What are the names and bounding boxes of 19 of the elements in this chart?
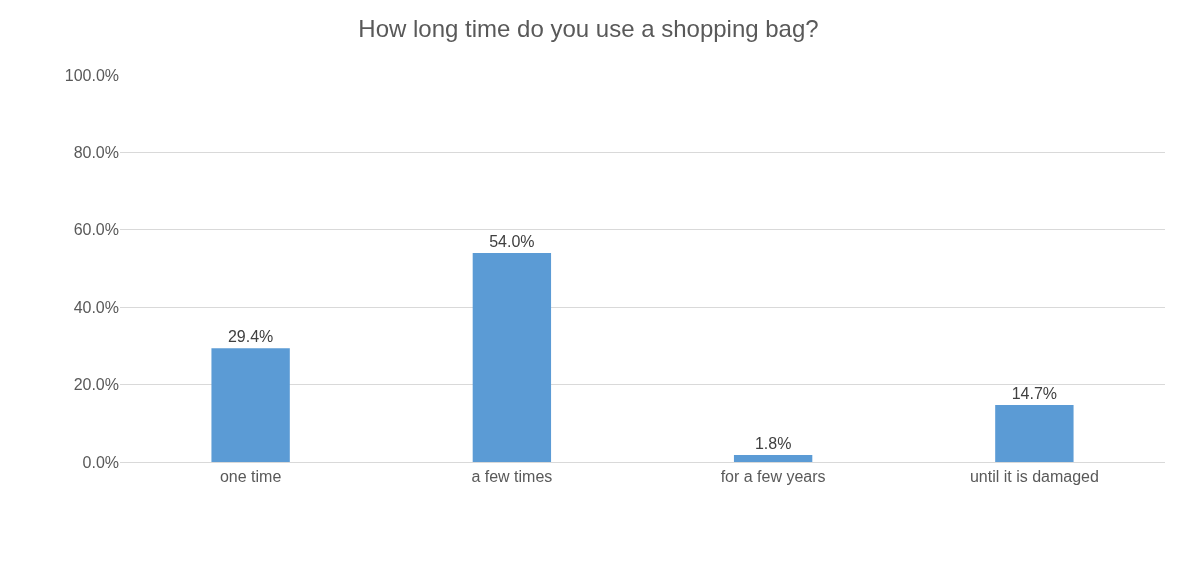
y-tick-label: 100.0%	[64, 66, 119, 84]
y-tick-label: 20.0%	[73, 376, 119, 394]
data-label: 1.8%	[754, 435, 792, 453]
data-label: 54.0%	[489, 233, 535, 251]
y-tick-label: 80.0%	[73, 144, 119, 161]
x-tick-label: one time	[219, 468, 282, 486]
y-tick-label: 60.0%	[73, 221, 119, 239]
x-tick-label: for a few years	[720, 468, 826, 486]
bar	[733, 455, 813, 462]
bar	[472, 253, 552, 462]
y-tick-label: 40.0%	[73, 298, 119, 316]
data-label: 14.7%	[1011, 385, 1058, 403]
x-tick-label: a few times	[471, 468, 553, 486]
bar	[211, 348, 290, 462]
bar	[995, 405, 1074, 462]
y-tick-label: 0.0%	[82, 453, 119, 471]
data-label: 29.4%	[227, 328, 274, 346]
chart-title: How long time do you use a shopping bag?	[358, 15, 819, 43]
x-tick-label: until it is damaged	[969, 468, 1099, 486]
